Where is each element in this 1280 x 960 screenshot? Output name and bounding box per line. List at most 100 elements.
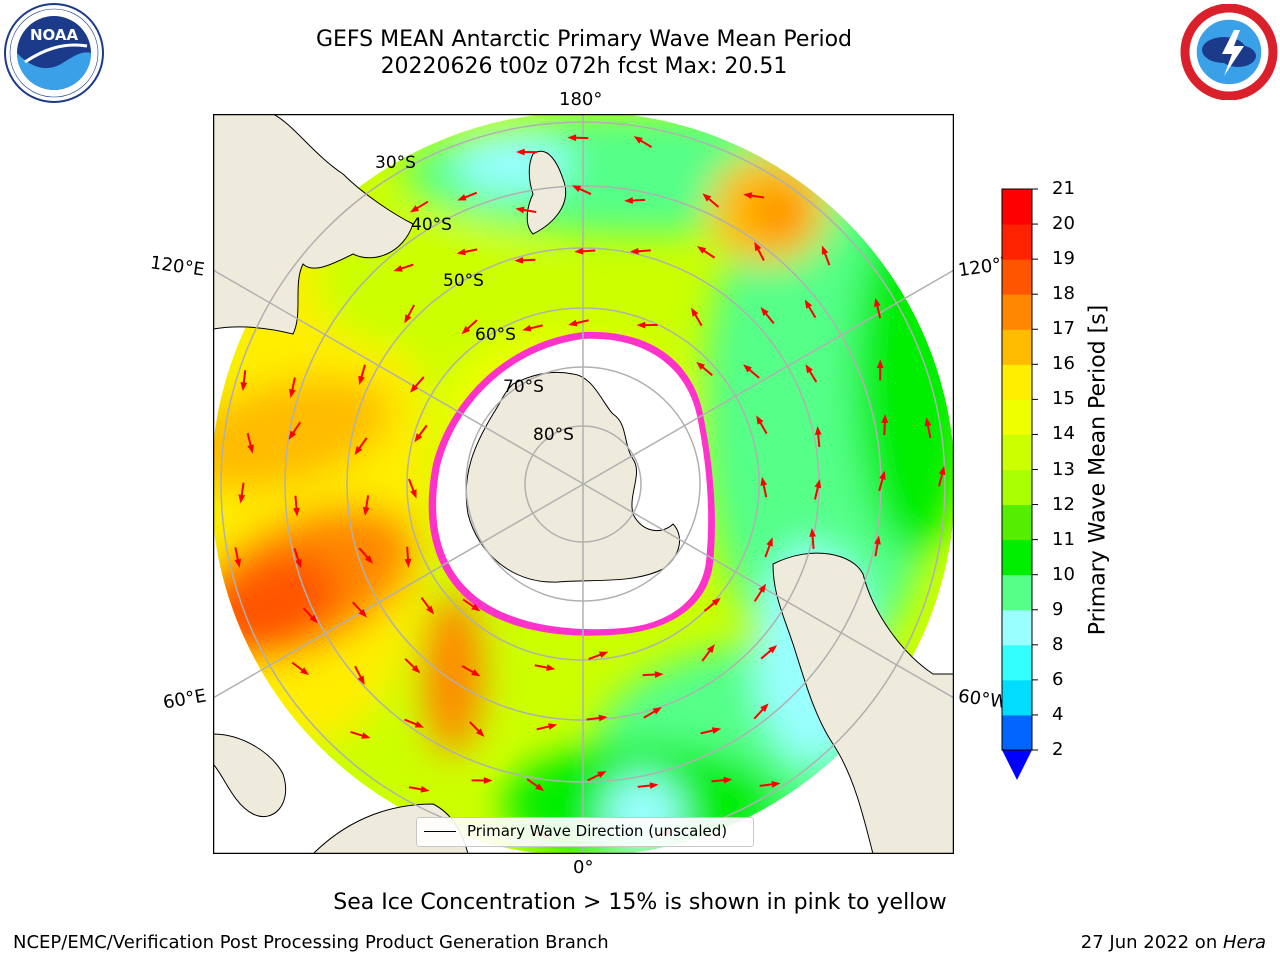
wave-arrow-head [809,527,816,537]
wave-arrow-head [361,732,371,739]
lat-label-30s: 30°S [375,153,416,173]
wave-arrow-head [574,247,584,255]
wave-arrow-head [814,479,822,489]
wave-arrow-head [546,664,556,671]
colorbar [1001,188,1038,780]
wave-arrow-head [515,148,525,156]
wave-arrow-head [879,470,886,480]
colorbar-tick-label: 15 [1052,388,1075,410]
wave-arrow-head [461,325,471,335]
wave-arrow-head [652,707,662,715]
wave-arrow-head [743,192,753,199]
wave-arrow-head [410,489,417,499]
colorbar-tick-label: 21 [1052,178,1075,199]
colorbar-segment [1002,679,1032,716]
lon-label-60e: 60°E [161,685,208,714]
legend-label: Primary Wave Direction (unscaled) [467,822,728,840]
colorbar-tick-label: 2 [1052,739,1064,760]
wave-arrow-head [483,777,493,784]
wave-arrow-head [629,247,639,255]
colorbar-tick-label: 18 [1052,283,1075,305]
colorbar-tick-label: 6 [1052,668,1064,690]
latitude-labels: 30°S 40°S 50°S 60°S 70°S 80°S [375,153,574,445]
wave-arrow-head [457,194,467,201]
wave-arrow-head [567,134,577,142]
wave-arrow-head [766,537,773,547]
lat-label-80s: 80°S [533,425,574,445]
noaa-logo: NOAA [4,3,104,103]
wave-arrow-head [420,786,430,793]
colorbar-segment [1002,539,1032,576]
colorbar-tick-label: 10 [1052,563,1075,585]
lon-label-120e: 120°E [148,252,206,281]
wave-arrow-head [357,675,365,685]
wave-arrow-head [624,197,633,204]
colorbar-segment [1002,399,1032,435]
wave-arrow-head [471,603,481,612]
colorbar-segment [1002,644,1032,681]
lon-label-180: 180° [559,89,603,110]
chart-title: GEFS MEAN Antarctic Primary Wave Mean Pe… [315,27,853,52]
colorbar-label: Primary Wave Mean Period [s] [1085,304,1111,636]
wave-arrow-head [938,465,946,476]
wave-arrow-head [240,382,248,392]
colorbar-tick-label: 13 [1052,458,1075,480]
colorbar-tick-label: 16 [1052,353,1075,375]
wave-arrow-head [814,426,822,435]
wave-arrow-head [702,193,712,202]
wave-arrow-head [571,185,582,193]
colorbar-segment [1002,364,1032,400]
lat-label-70s: 70°S [503,377,544,397]
wave-arrow-head [404,314,412,324]
wave-arrow-head [760,703,769,712]
colorbar-segment [1002,434,1032,470]
colorbar-tick-label: 14 [1052,423,1075,445]
wave-arrow-head [409,205,420,213]
wave-arrow-head [295,558,302,569]
wave-arrow-head [711,597,721,606]
wave-arrow-head [881,414,889,423]
colorbar-segment [1002,224,1032,260]
wave-arrow-head [598,651,609,658]
colorbar-segment [1002,294,1032,330]
wave-arrow-head [876,359,884,369]
wave-arrow-head [234,558,242,568]
wave-arrow-head [547,723,558,730]
wave-arrow-head [293,507,300,517]
wave-arrow-head [691,307,699,317]
colorbar-tick-label: 9 [1052,598,1064,620]
colorbar-tick-label: 17 [1052,318,1075,340]
lon-label-0: 0° [573,857,594,878]
machine-name: Hera [1222,932,1266,953]
wave-arrow-head [393,265,403,272]
colorbar-tick-labels: 2 4 6 8 9 10 11 12 13 14 15 16 17 18 19 20 21 [1052,0,1092,960]
colorbar-segment [1002,469,1032,506]
wave-arrow-head [568,319,578,327]
wave-arrow-head [711,727,722,734]
wave-arrow-head [598,714,608,722]
wave-arrow-head [771,781,781,788]
colorbar-tick-label: 11 [1052,528,1075,550]
wave-arrow-head [768,645,778,654]
credit-text: NCEP/EMC/Verification Post Processing Pr… [13,932,609,953]
noaa-wordmark: NOAA [30,26,79,44]
wave-arrow-head [411,664,421,674]
wave-arrow-head [804,299,813,309]
wave-arrow-head [514,256,524,264]
legend-line-sample [424,831,456,832]
wave-arrow-head [309,614,318,624]
colorbar-extend-arrow [1002,750,1032,780]
wave-arrow-head [456,248,466,256]
chart-subtitle: 20220626 t00z 072h fcst Max: 20.51 [380,54,788,79]
nws-logo [1180,4,1278,100]
wave-arrow-head [354,446,363,456]
run-date: 27 Jun 2022 on Hera [1081,932,1266,953]
wave-arrow-head [289,388,296,399]
wave-arrow-head [358,375,365,385]
wave-arrow-head [821,245,829,255]
colorbar-segment [1002,329,1032,365]
wave-arrow-head [649,782,659,789]
wave-arrow-head [874,297,881,307]
wave-arrow-head [238,494,246,504]
wave-arrow-head [362,506,370,517]
